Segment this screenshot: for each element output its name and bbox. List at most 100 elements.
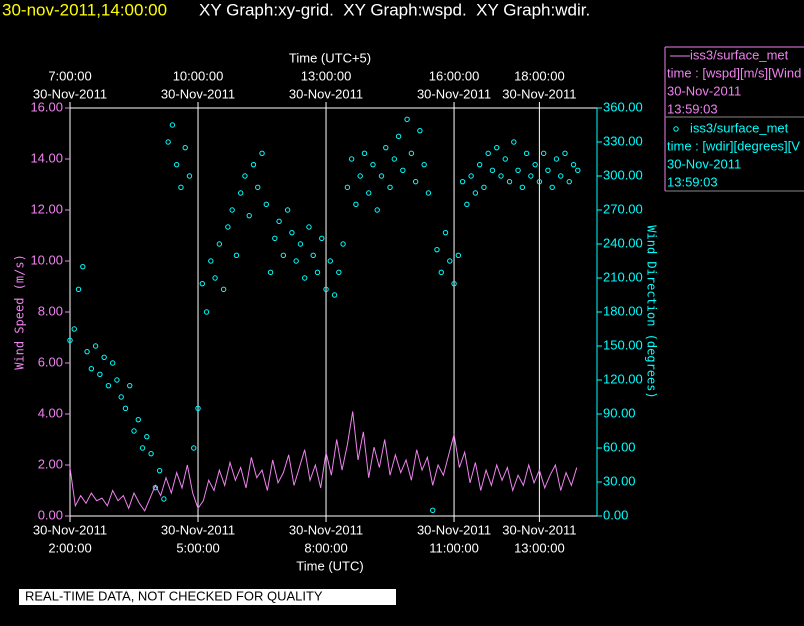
- legend-detail: time : [wdir][degrees][V: [667, 138, 800, 153]
- wind-direction-point: [319, 235, 325, 242]
- x2-tick-date: 30-Nov-2011: [502, 86, 576, 101]
- wind-direction-point: [528, 173, 534, 179]
- wind-direction-point: [284, 207, 291, 213]
- wind-direction-point: [451, 280, 457, 287]
- wind-direction-point: [489, 167, 496, 174]
- wind-direction-point: [208, 258, 214, 264]
- wind-direction-point: [135, 416, 141, 423]
- y2-tick-label: 90.00: [603, 405, 636, 420]
- wind-direction-point: [511, 139, 517, 145]
- x2-tick-date: 30-Nov-2011: [33, 86, 107, 101]
- x2-tick-label: 10:00:00: [173, 68, 224, 83]
- wind-direction-point: [314, 269, 321, 276]
- y2-tick-label: 120.00: [603, 371, 643, 386]
- wind-direction-point: [404, 116, 410, 123]
- wind-direction-point: [178, 184, 184, 191]
- wind-speed-line: [69, 411, 578, 512]
- wind-direction-point: [139, 445, 146, 451]
- wind-direction-point: [127, 382, 133, 389]
- wind-direction-point: [186, 173, 193, 179]
- legend-detail: 30-Nov-2011: [667, 156, 741, 171]
- wind-direction-point: [237, 190, 244, 196]
- wind-direction-point: [421, 161, 427, 168]
- wind-direction-point: [173, 161, 180, 168]
- wind-direction-point: [374, 207, 380, 213]
- y2-tick-label: 360.00: [603, 99, 643, 114]
- wind-direction-point: [306, 224, 312, 230]
- wind-direction-point: [357, 173, 363, 179]
- wind-direction-point: [498, 173, 504, 179]
- legend-detail: time : [wspd][m/s][Wind: [667, 65, 801, 80]
- wind-direction-point: [118, 394, 124, 400]
- x-axis-title: Time (UTC): [296, 558, 363, 573]
- x-tick-label: 13:00:00: [514, 540, 565, 555]
- y2-axis-title: Wind Direction (degrees): [645, 225, 659, 398]
- wind-direction-point: [233, 252, 240, 259]
- wind-direction-point: [165, 139, 171, 145]
- wind-direction-point: [540, 150, 547, 157]
- wind-direction-point: [229, 207, 235, 213]
- x-tick-date: 30-Nov-2011: [289, 522, 363, 537]
- wind-direction-point: [131, 428, 137, 434]
- wind-direction-point: [327, 258, 333, 264]
- wind-direction-point: [101, 354, 107, 361]
- y2-tick-label: 240.00: [603, 235, 643, 250]
- wind-direction-point: [366, 190, 372, 196]
- wind-direction-point: [387, 184, 393, 191]
- x-tick-date: 30-Nov-2011: [502, 522, 576, 537]
- wind-direction-point: [502, 156, 508, 162]
- y2-tick-label: 300.00: [603, 167, 643, 182]
- wind-direction-point: [566, 178, 572, 185]
- footer-box: [19, 589, 396, 605]
- legend-detail: 30-Nov-2011: [667, 83, 741, 98]
- y2-tick-label: 270.00: [603, 201, 643, 216]
- x-tick-label: 2:00:00: [48, 540, 91, 555]
- chart-title: XY Graph:xy-grid. XY Graph:wspd. XY Grap…: [199, 0, 590, 19]
- x2-tick-date: 30-Nov-2011: [289, 86, 363, 101]
- y-tick-label: 14.00: [30, 150, 63, 165]
- wind-direction-point: [255, 184, 261, 191]
- wind-direction-point: [331, 292, 338, 298]
- x2-tick-label: 16:00:00: [429, 68, 480, 83]
- wind-direction-point: [97, 371, 103, 378]
- wind-direction-point: [383, 144, 389, 151]
- x2-tick-label: 7:00:00: [48, 68, 91, 83]
- wind-direction-point: [310, 252, 316, 259]
- y2-tick-label: 0.00: [603, 507, 628, 522]
- y-tick-label: 0.00: [38, 507, 63, 522]
- wind-direction-point: [263, 201, 269, 208]
- wind-direction-point: [216, 241, 223, 247]
- wind-direction-point: [259, 150, 265, 157]
- wind-direction-point: [468, 173, 474, 179]
- x-tick-date: 30-Nov-2011: [417, 522, 491, 537]
- wind-direction-point: [122, 405, 129, 412]
- y2-tick-label: 150.00: [603, 337, 643, 352]
- wind-direction-point: [459, 178, 466, 185]
- wind-direction-point: [182, 144, 188, 151]
- wind-direction-point: [114, 377, 120, 383]
- wind-direction-point: [191, 445, 197, 451]
- y2-tick-label: 210.00: [603, 269, 643, 284]
- legend-detail: 13:59:03: [667, 101, 718, 116]
- wind-direction-point: [71, 326, 77, 332]
- wind-direction-point: [203, 309, 210, 315]
- wind-direction-point: [199, 280, 205, 287]
- wind-direction-point: [80, 263, 86, 270]
- legend-name: iss3/surface_met: [690, 120, 789, 135]
- wind-direction-point: [408, 150, 415, 157]
- wind-direction-point: [472, 190, 479, 196]
- x2-tick-label: 13:00:00: [301, 68, 352, 83]
- y-tick-label: 8.00: [38, 303, 63, 318]
- y-tick-label: 6.00: [38, 354, 63, 369]
- title-time: 30-nov-2011,14:00:00: [2, 0, 167, 19]
- wind-direction-point: [246, 212, 252, 219]
- y-tick-label: 10.00: [30, 252, 63, 267]
- wind-direction-point: [485, 150, 491, 157]
- wind-direction-point: [536, 178, 543, 185]
- wind-direction-point: [336, 269, 342, 276]
- wind-direction-point: [84, 348, 90, 355]
- wind-direction-point: [225, 224, 231, 230]
- wind-direction-point: [438, 269, 444, 276]
- wind-direction-point: [447, 258, 453, 264]
